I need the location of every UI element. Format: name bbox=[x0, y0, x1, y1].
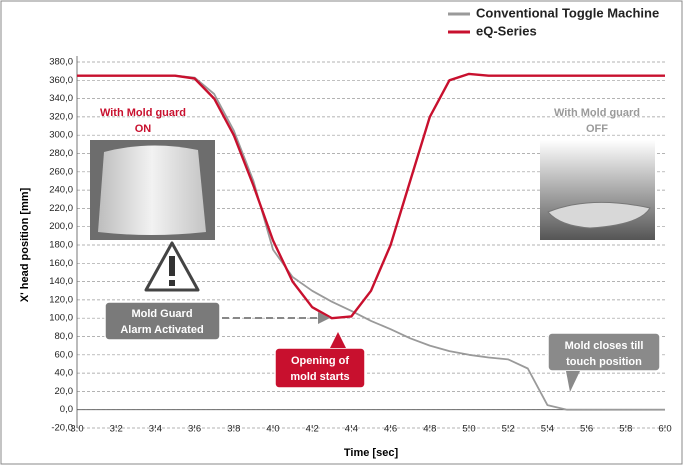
y-tick-label: 100,0 bbox=[49, 313, 73, 324]
x-tick-label: 5.2 bbox=[502, 424, 515, 435]
y-tick-label: 60,0 bbox=[55, 349, 74, 360]
alarm-arrowhead bbox=[318, 312, 330, 324]
y-tick-label: 200,0 bbox=[49, 221, 73, 232]
annotation-text: Opening of bbox=[291, 355, 349, 367]
x-tick-label: 5.4 bbox=[541, 424, 554, 435]
annotations: With Mold guard ON With Mold guard OFF Mold … bbox=[100, 107, 661, 392]
y-tick-label: 220,0 bbox=[49, 203, 73, 214]
y-tick-label: 380,0 bbox=[49, 57, 73, 68]
annotation-text: Mold closes till bbox=[565, 340, 644, 352]
plot bbox=[77, 72, 665, 411]
y-tick-label: 0,0 bbox=[60, 404, 73, 415]
y-tick-label: 80,0 bbox=[55, 331, 74, 342]
x-tick-label: 4.0 bbox=[266, 424, 279, 435]
y-tick-label: 120,0 bbox=[49, 294, 73, 305]
annotation-text: With Mold guard bbox=[100, 107, 186, 119]
y-tick-label: 180,0 bbox=[49, 240, 73, 251]
opening-pointer bbox=[330, 332, 346, 348]
y-tick-label: -20,0 bbox=[51, 423, 73, 434]
legend-label: Conventional Toggle Machine bbox=[476, 5, 659, 20]
y-tick-label: 360,0 bbox=[49, 75, 73, 86]
annotation-text: mold starts bbox=[290, 371, 349, 383]
y-axis-label: X' head position [mm] bbox=[19, 187, 31, 302]
series-line bbox=[77, 72, 665, 320]
y-tick-label: 300,0 bbox=[49, 130, 73, 141]
photo-guard-off bbox=[540, 140, 655, 240]
callout-box bbox=[274, 347, 366, 389]
y-tick-label: 280,0 bbox=[49, 148, 73, 159]
x-tick-label: 4.4 bbox=[345, 424, 358, 435]
x-tick-label: 5.8 bbox=[619, 424, 632, 435]
annotation-text: Alarm Activated bbox=[120, 324, 203, 336]
x-tick-label: 3.6 bbox=[188, 424, 201, 435]
y-tick-label: 240,0 bbox=[49, 185, 73, 196]
callout-box bbox=[104, 301, 221, 341]
callout-box bbox=[547, 332, 661, 372]
x-tick-label: 6.0 bbox=[658, 424, 671, 435]
y-tick-label: 160,0 bbox=[49, 258, 73, 269]
x-tick-label: 5.6 bbox=[580, 424, 593, 435]
warning-icon bbox=[144, 241, 200, 292]
close-pointer bbox=[566, 371, 580, 392]
series-line bbox=[77, 74, 665, 411]
annotation-text: With Mold guard bbox=[554, 107, 640, 119]
x-tick-label: 3.2 bbox=[110, 424, 123, 435]
x-tick-label: 5.0 bbox=[462, 424, 475, 435]
x-tick-label: 3.8 bbox=[227, 424, 240, 435]
photo-guard-on bbox=[90, 140, 215, 240]
annotation-text: ON bbox=[135, 123, 152, 135]
y-tick-label: 140,0 bbox=[49, 276, 73, 287]
x-axis-label: Time [sec] bbox=[344, 447, 399, 459]
y-tick-label: 40,0 bbox=[55, 368, 74, 379]
annotation-text: Mold Guard bbox=[131, 308, 192, 320]
y-tick-label: 20,0 bbox=[55, 386, 74, 397]
annotation-text: touch position bbox=[566, 356, 642, 368]
x-tick-label: 4.8 bbox=[423, 424, 436, 435]
annotation-text: OFF bbox=[586, 123, 608, 135]
x-tick-label: 4.2 bbox=[306, 424, 319, 435]
x-tick-label: 3.0 bbox=[70, 424, 83, 435]
x-tick-label: 4.6 bbox=[384, 424, 397, 435]
y-tick-label: 320,0 bbox=[49, 111, 73, 122]
legend-label: eQ-Series bbox=[476, 23, 537, 38]
y-tick-label: 340,0 bbox=[49, 93, 73, 104]
x-tick-label: 3.4 bbox=[149, 424, 162, 435]
y-tick-label: 260,0 bbox=[49, 166, 73, 177]
